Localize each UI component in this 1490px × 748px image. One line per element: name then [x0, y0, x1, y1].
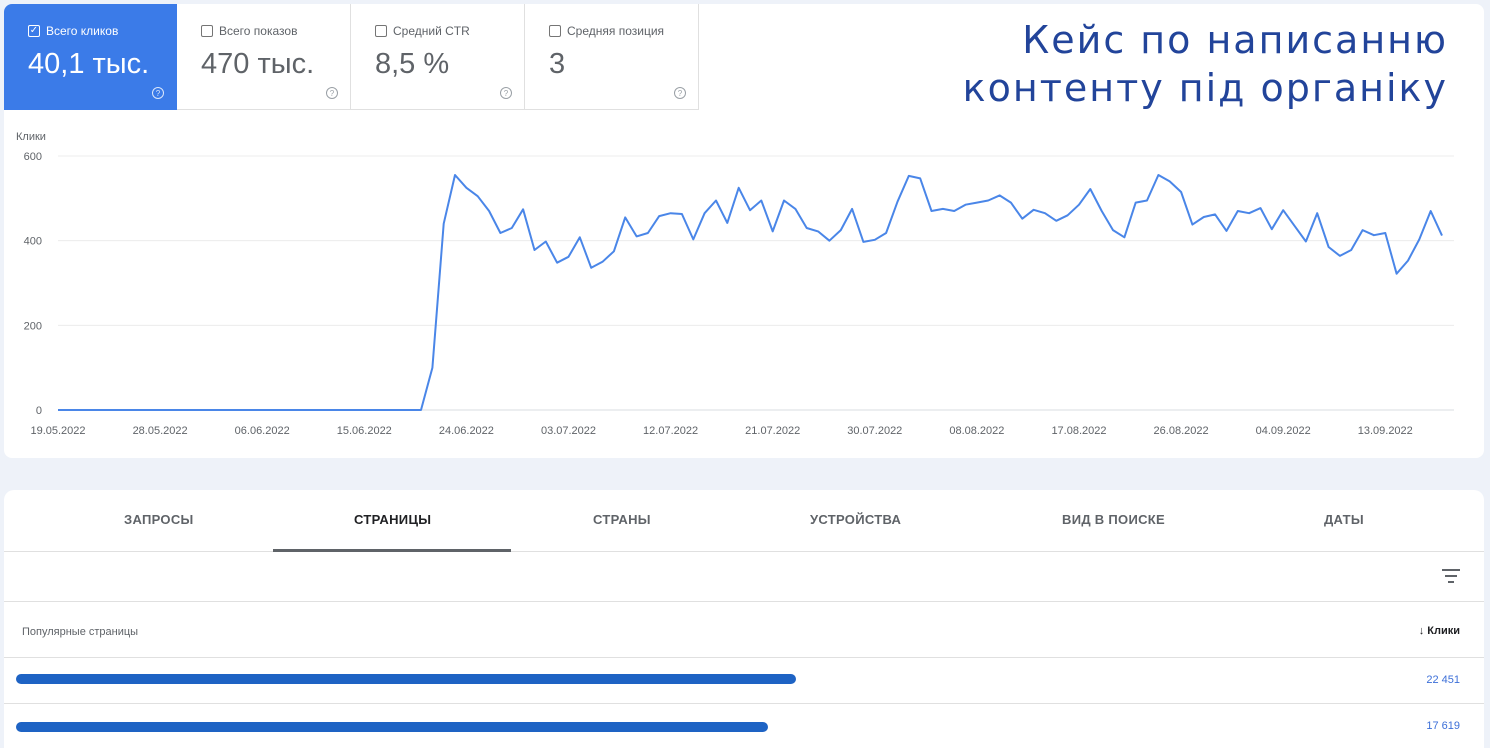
- x-tick-label: 24.06.2022: [439, 425, 494, 437]
- table-row[interactable]: 22 451: [4, 658, 1484, 704]
- table-header: Популярные страницы ↓ Клики: [4, 602, 1484, 658]
- help-icon[interactable]: ?: [500, 87, 512, 99]
- filter-icon[interactable]: [1442, 569, 1460, 583]
- y-tick-label: 0: [36, 405, 42, 417]
- column-header-clicks[interactable]: ↓ Клики: [1418, 625, 1460, 637]
- row-clicks: 17 619: [1426, 720, 1460, 732]
- metric-value: 8,5 %: [375, 48, 450, 80]
- table-row[interactable]: 17 619: [4, 704, 1484, 748]
- x-tick-label: 17.08.2022: [1051, 425, 1106, 437]
- table-toolbar: [4, 552, 1484, 602]
- x-tick-label: 12.07.2022: [643, 425, 698, 437]
- dimension-tabs: ЗАПРОСЫ СТРАНИЦЫ СТРАНЫ УСТРОЙСТВА ВИД В…: [4, 490, 1484, 552]
- help-icon[interactable]: ?: [674, 87, 686, 99]
- metric-label: Всего показов: [219, 24, 298, 38]
- metric-avg-position[interactable]: Средняя позиция 3 ?: [525, 4, 699, 110]
- tab-queries[interactable]: ЗАПРОСЫ: [124, 512, 194, 527]
- x-tick-label: 15.06.2022: [337, 425, 392, 437]
- case-headline: Кейс по написанню контенту під органіку: [888, 16, 1448, 112]
- x-tick-label: 28.05.2022: [133, 425, 188, 437]
- performance-card: ✓ Всего кликов 40,1 тыс. ? Всего показов …: [4, 4, 1484, 458]
- tab-countries[interactable]: СТРАНЫ: [593, 512, 651, 527]
- x-tick-label: 19.05.2022: [30, 425, 85, 437]
- metric-value: 470 тыс.: [201, 48, 315, 80]
- x-tick-label: 03.07.2022: [541, 425, 596, 437]
- checkbox-icon[interactable]: [549, 25, 561, 37]
- metric-label: Средний CTR: [393, 24, 470, 38]
- checkbox-checked-icon[interactable]: ✓: [28, 25, 40, 37]
- checkbox-icon[interactable]: [201, 25, 213, 37]
- report-table-card: ЗАПРОСЫ СТРАНИЦЫ СТРАНЫ УСТРОЙСТВА ВИД В…: [4, 490, 1484, 748]
- metric-tiles: ✓ Всего кликов 40,1 тыс. ? Всего показов …: [4, 4, 699, 110]
- metric-avg-ctr[interactable]: Средний CTR 8,5 % ?: [351, 4, 525, 110]
- sort-down-arrow-icon: ↓: [1418, 625, 1428, 637]
- metric-total-impressions[interactable]: Всего показов 470 тыс. ?: [177, 4, 351, 110]
- row-clicks: 22 451: [1426, 674, 1460, 686]
- x-tick-label: 26.08.2022: [1154, 425, 1209, 437]
- tab-dates[interactable]: ДАТЫ: [1324, 512, 1364, 527]
- clicks-series-line[interactable]: [58, 174, 1443, 411]
- x-tick-label: 06.06.2022: [235, 425, 290, 437]
- metric-total-clicks[interactable]: ✓ Всего кликов 40,1 тыс. ?: [4, 4, 177, 110]
- x-tick-label: 04.09.2022: [1256, 425, 1311, 437]
- y-tick-label: 400: [24, 236, 42, 248]
- y-tick-label: 200: [24, 320, 42, 332]
- y-tick-label: 600: [24, 151, 42, 163]
- x-tick-label: 08.08.2022: [949, 425, 1004, 437]
- checkbox-icon[interactable]: [375, 25, 387, 37]
- redacted-url[interactable]: [16, 722, 768, 732]
- tab-devices[interactable]: УСТРОЙСТВА: [810, 512, 902, 527]
- headline-line-1: Кейс по написанню: [1022, 18, 1448, 62]
- active-tab-indicator: [273, 549, 511, 552]
- x-tick-label: 13.09.2022: [1358, 425, 1413, 437]
- redacted-url[interactable]: [16, 674, 796, 684]
- metric-label: Средняя позиция: [567, 24, 665, 38]
- help-icon[interactable]: ?: [326, 87, 338, 99]
- clicks-line-chart: Клики 600 400 200 0 19.05.2022 28.05.2022 06.06…: [16, 131, 1454, 437]
- tab-pages[interactable]: СТРАНИЦЫ: [354, 512, 432, 527]
- tab-search-appearance[interactable]: ВИД В ПОИСКЕ: [1062, 512, 1165, 527]
- x-tick-label: 21.07.2022: [745, 425, 800, 437]
- column-header-pages[interactable]: Популярные страницы: [22, 626, 139, 638]
- headline-line-2: контенту під органіку: [962, 66, 1448, 110]
- help-icon[interactable]: ?: [152, 87, 164, 99]
- x-tick-label: 30.07.2022: [847, 425, 902, 437]
- y-axis-label: Клики: [16, 131, 46, 143]
- metric-value: 40,1 тыс.: [28, 48, 150, 80]
- metric-value: 3: [549, 48, 566, 80]
- metric-label: Всего кликов: [46, 24, 119, 38]
